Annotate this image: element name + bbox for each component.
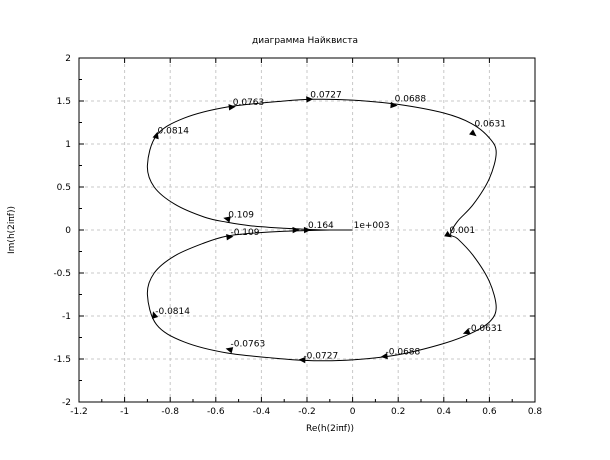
direction-arrow bbox=[152, 311, 159, 319]
y-tick-label: -1 bbox=[62, 312, 71, 322]
axis-ticks: -1.2 -1 -0.8 -0.6 -0.4 -0.2 0 0.2 0.4 0.6 0.8 -2 -1.… bbox=[53, 54, 542, 417]
direction-arrow bbox=[306, 96, 314, 103]
x-tick-label: 0.6 bbox=[482, 407, 497, 417]
frequency-label: 0.164 bbox=[308, 221, 334, 231]
frequency-label: 0.001 bbox=[449, 226, 475, 236]
x-axis-label: Re(h(2iπf)) bbox=[306, 424, 354, 434]
frequency-label: -0.0814 bbox=[155, 307, 190, 317]
y-tick-label: 0.5 bbox=[57, 183, 71, 193]
direction-arrow bbox=[444, 230, 452, 238]
x-tick-label: -1.2 bbox=[70, 407, 88, 417]
chart-title: диаграмма Найквиста bbox=[252, 36, 358, 46]
frequency-label: 0.0814 bbox=[158, 126, 190, 136]
x-tick-label: -0.6 bbox=[207, 407, 225, 417]
y-tick-label: 1 bbox=[65, 140, 71, 150]
nyquist-curve bbox=[146, 98, 497, 362]
direction-arrow bbox=[469, 129, 477, 137]
direction-arrow bbox=[226, 234, 234, 241]
direction-arrow bbox=[223, 216, 231, 223]
x-tick-label: -0.8 bbox=[161, 407, 179, 417]
frequency-label: 1e+003 bbox=[354, 221, 390, 231]
frequency-label: -0.109 bbox=[230, 228, 259, 238]
frequency-label: -0.0688 bbox=[386, 347, 421, 357]
direction-arrow bbox=[390, 101, 398, 109]
direction-arrow bbox=[225, 347, 234, 354]
x-tick-label: 0.2 bbox=[391, 407, 405, 417]
direction-arrow bbox=[228, 104, 236, 111]
frequency-label: 0.0727 bbox=[310, 90, 342, 100]
y-tick-label: 2 bbox=[65, 54, 71, 64]
frequency-label: -0.0763 bbox=[230, 340, 265, 350]
direction-arrow bbox=[380, 352, 388, 360]
y-tick-label: 1.5 bbox=[57, 97, 71, 107]
x-tick-label: 0.8 bbox=[528, 407, 543, 417]
direction-arrow bbox=[152, 131, 159, 140]
annotation-group: 0.0763 0.0727 0.0688 0.0814 0.0631 0.109 0.164… bbox=[155, 90, 506, 361]
frequency-label: -0.0727 bbox=[303, 352, 338, 362]
direction-arrow bbox=[303, 226, 311, 234]
direction-arrow bbox=[462, 328, 471, 335]
frequency-label: 0.109 bbox=[228, 211, 254, 221]
direction-arrow bbox=[298, 356, 306, 364]
frequency-label: 0.0631 bbox=[474, 120, 506, 130]
frequency-label: -0.0631 bbox=[468, 324, 503, 334]
x-tick-label: -1 bbox=[120, 407, 129, 417]
y-tick-label: 0 bbox=[65, 226, 71, 236]
x-tick-label: 0 bbox=[350, 407, 356, 417]
curve-group bbox=[146, 98, 497, 362]
arrow-group bbox=[152, 96, 477, 364]
frequency-label: 0.0688 bbox=[395, 95, 427, 105]
y-tick-label: -1.5 bbox=[53, 355, 71, 365]
y-tick-label: -2 bbox=[62, 398, 71, 408]
x-tick-label: 0.4 bbox=[437, 407, 452, 417]
direction-arrow bbox=[292, 226, 300, 234]
y-tick-label: -0.5 bbox=[53, 269, 71, 279]
frequency-label: 0.0763 bbox=[233, 98, 265, 108]
x-tick-label: -0.2 bbox=[298, 407, 316, 417]
x-tick-label: -0.4 bbox=[253, 407, 271, 417]
